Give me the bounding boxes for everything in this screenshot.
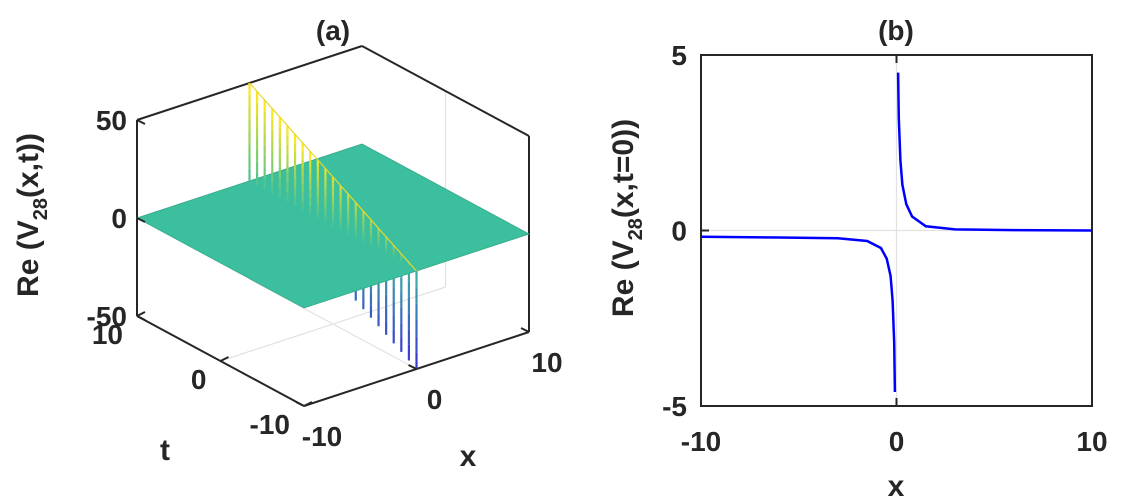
z-tick-mark-2: [136, 315, 146, 321]
t-tick-mark-1: [220, 356, 229, 362]
z-axis-label: Re (V28(x,t)): [12, 133, 52, 297]
z-tick-label-1: 0: [111, 203, 127, 234]
x-tick-mark-1: [408, 364, 417, 370]
z-axis-label-sub: 28: [30, 198, 52, 220]
x-tick-label-b-2: 10: [1076, 426, 1107, 457]
z-tick-mark-0: [136, 119, 146, 125]
x-tick-mark-2: [520, 327, 530, 333]
panel-b-title: (b): [878, 15, 914, 46]
series-line-right-branch: [896, 72, 1093, 232]
y-tick-label-b-1: 0: [671, 216, 687, 247]
y-tick-label-b-0: 5: [671, 40, 687, 71]
z-axis-label-main: Re (V: [12, 220, 45, 297]
y-axis-label-b-tail: (x,t=0)): [607, 119, 640, 218]
x-axis-label: x: [460, 440, 477, 473]
t-tick-label-0: 10: [92, 319, 123, 350]
x-tick-label-2: 10: [531, 347, 562, 378]
z-axis-label-tail: (x,t)): [12, 133, 45, 198]
x-tick-label-0: -10: [302, 421, 342, 452]
t-tick-mark-2: [303, 401, 313, 407]
spike-positive-group: [248, 83, 411, 267]
z-tick-mark-1: [136, 217, 146, 223]
t-axis-label: t: [160, 434, 170, 467]
z-tick-label-2: -50: [87, 301, 127, 332]
spike-ridge: [249, 82, 417, 272]
t-tick-label-2: -10: [250, 409, 290, 440]
series-line-left-branch: [700, 235, 897, 393]
x-tick-label-b-1: 0: [889, 426, 905, 457]
y-axis-label-b-main: Re (V: [607, 240, 640, 317]
x-axis-label-b: x: [888, 470, 905, 502]
z-tick-label-0: 50: [96, 105, 127, 136]
y-axis-label-b-sub: 28: [625, 218, 647, 240]
x-tick-label-b-0: -10: [681, 426, 721, 457]
x-tick-label-1: 0: [427, 384, 443, 415]
axis-edge-1: [361, 45, 530, 137]
x-tick-mark-0: [295, 401, 305, 407]
panel-b-line-plot: -10 0 10 5 0 -5 (b) x Re (V28(x,t=0)): [607, 15, 1108, 502]
y-axis-label-b: Re (V28(x,t=0)): [607, 119, 647, 317]
panel-a-title: (a): [316, 15, 350, 46]
y-tick-label-b-2: -5: [662, 391, 687, 422]
t-tick-label-1: 0: [191, 364, 207, 395]
t-tick-mark-0: [136, 311, 146, 317]
